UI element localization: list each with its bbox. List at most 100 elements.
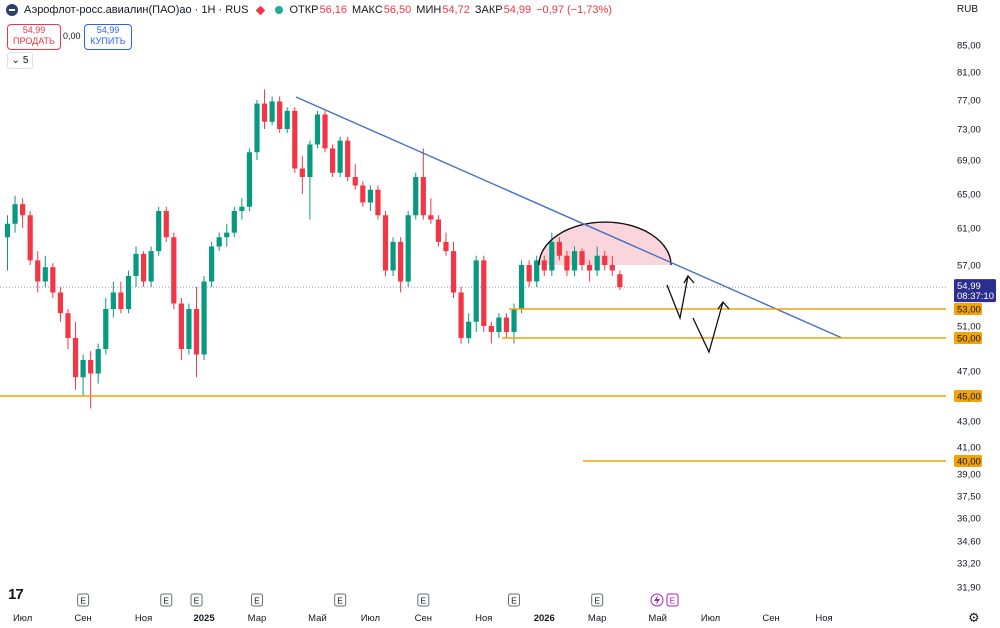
candle-body	[428, 215, 434, 220]
buy-button[interactable]: 54,99 КУПИТЬ	[84, 24, 132, 50]
candle-body	[133, 253, 139, 276]
candle-body	[466, 321, 472, 338]
candle-body	[602, 255, 608, 265]
candle	[4, 215, 11, 271]
candle	[534, 255, 540, 287]
candle	[360, 181, 366, 207]
earnings-marker-box	[334, 593, 347, 607]
candle	[443, 232, 449, 256]
candle-body	[390, 241, 396, 271]
price-tick-label: 61,00	[957, 224, 981, 235]
time-tick-label: Июл	[13, 613, 32, 624]
earnings-marker[interactable]: E	[77, 593, 90, 607]
candle	[72, 321, 79, 390]
candle-body	[65, 313, 71, 338]
candle	[571, 246, 578, 276]
candle	[103, 298, 109, 355]
earnings-marker[interactable]: E	[508, 593, 521, 607]
candle	[133, 246, 139, 287]
candle-body	[413, 177, 419, 216]
candle	[375, 185, 381, 220]
flag-icon[interactable]	[256, 5, 266, 15]
candle	[254, 100, 260, 160]
candle-body	[201, 281, 207, 355]
candle	[88, 351, 94, 409]
candle-body	[526, 265, 532, 282]
low-label: МИН	[416, 4, 442, 16]
time-tick-label: Ноя	[135, 613, 152, 624]
candle-body	[50, 267, 56, 293]
candle	[541, 255, 547, 276]
candle	[405, 211, 411, 287]
candle	[239, 198, 245, 220]
symbol-title[interactable]: Аэрофлот-росс.авиалин(ПАО)ао · 1Н · RUS	[24, 4, 249, 16]
candle-body	[224, 232, 230, 238]
candle-body	[398, 241, 404, 282]
time-tick-label: Июл	[701, 613, 720, 624]
candle	[299, 156, 305, 194]
earnings-marker[interactable]: E	[591, 593, 604, 607]
earnings-marker[interactable]: E	[190, 593, 203, 607]
candle-body	[549, 241, 555, 271]
close-label: ЗАКР	[474, 4, 503, 16]
candle	[420, 148, 426, 220]
candle-body	[518, 265, 525, 309]
candle	[496, 313, 502, 338]
price-tick-label: 51,00	[957, 322, 981, 333]
earnings-marker-box	[250, 593, 263, 607]
candle-body	[239, 206, 245, 211]
candle	[413, 172, 419, 220]
price-tick-label: 81,00	[957, 68, 981, 79]
tradingview-logo-icon[interactable]: 17	[8, 586, 24, 603]
spread-value: 0,00	[63, 31, 81, 41]
candle	[345, 136, 351, 182]
candle	[602, 251, 608, 271]
current-price-label: 54,99	[957, 281, 981, 292]
earnings-marker-label: E	[254, 596, 260, 606]
candle	[20, 198, 26, 228]
candle	[261, 89, 268, 129]
time-tick-label: Сен	[74, 613, 91, 624]
price-tick-label: 57,00	[957, 261, 981, 272]
earnings-marker[interactable]: E	[417, 593, 430, 607]
sell-button[interactable]: 54,99 ПРОДАТЬ	[7, 24, 61, 50]
high-value: 56,50	[383, 4, 412, 16]
earnings-marker-label: E	[511, 596, 517, 606]
earnings-marker-box	[77, 593, 90, 607]
level-price-tag	[954, 303, 982, 315]
low-value: 54,72	[442, 4, 470, 16]
candle-body	[503, 317, 510, 332]
candle	[156, 206, 162, 256]
price-tick-label: 85,00	[957, 41, 981, 52]
earnings-marker-label: E	[594, 596, 600, 606]
earnings-marker[interactable]: E	[334, 593, 347, 607]
current-price-tag	[954, 279, 996, 303]
candle-body	[216, 237, 222, 247]
level-price-label: 45,00	[957, 392, 981, 403]
sell-label: ПРОДАТЬ	[13, 36, 55, 46]
candle-body	[110, 292, 116, 309]
candle-body	[367, 189, 373, 203]
candle	[140, 251, 147, 287]
candle	[367, 185, 373, 211]
candle	[27, 211, 33, 265]
candle	[50, 263, 56, 298]
candle-body	[118, 292, 124, 309]
candle-body	[148, 251, 154, 282]
candle-body	[254, 103, 260, 153]
candle-body	[443, 241, 449, 252]
level-price-tag	[954, 332, 982, 344]
close-value: 54,99	[503, 4, 532, 16]
earnings-marker[interactable]: E	[250, 593, 263, 607]
candle	[511, 303, 517, 344]
candle-body	[261, 103, 268, 122]
candle-body	[277, 101, 283, 129]
buy-label: КУПИТЬ	[90, 36, 126, 46]
candle	[329, 144, 336, 177]
quantity-selector[interactable]: ⌄ 5	[7, 52, 33, 69]
earnings-marker[interactable]: E	[160, 593, 173, 607]
candle-body	[231, 211, 237, 233]
currency-label[interactable]: RUB	[956, 4, 978, 15]
gear-icon[interactable]: ⚙	[968, 610, 980, 625]
